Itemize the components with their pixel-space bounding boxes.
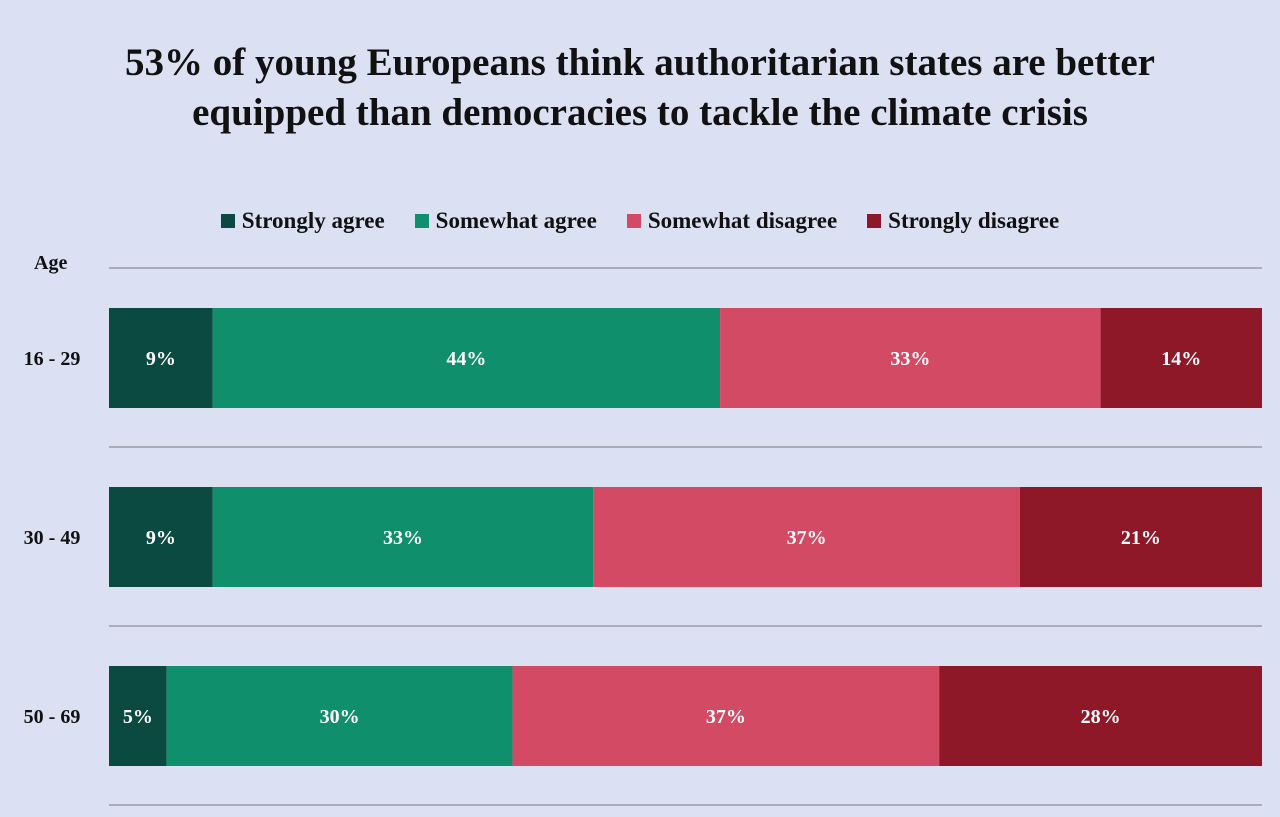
legend-item-somewhat-agree: Somewhat agree — [414, 208, 597, 234]
data-label: 33% — [890, 348, 930, 370]
bar-segment — [512, 666, 940, 766]
data-label: 14% — [1161, 348, 1201, 370]
legend-label: Somewhat disagree — [647, 208, 838, 233]
legend: Strongly agree Somewhat agree Somewhat d… — [0, 208, 1280, 234]
bar-segment — [593, 487, 1020, 587]
legend-swatch — [414, 214, 429, 228]
data-label: 28% — [1081, 706, 1121, 728]
bar-segment — [212, 308, 721, 408]
legend-label: Strongly agree — [241, 208, 385, 233]
data-label: 44% — [446, 348, 486, 370]
chart-title-line-1: 53% of young Europeans think authoritari… — [125, 41, 1155, 84]
bar-segment — [939, 666, 1262, 766]
data-label: 5% — [123, 706, 153, 728]
data-label: 37% — [706, 706, 746, 728]
y-axis-title: Age — [34, 252, 68, 274]
bar-segment — [166, 666, 513, 766]
data-label: 9% — [146, 527, 176, 549]
data-label: 33% — [383, 527, 423, 549]
legend-swatch — [220, 214, 235, 228]
legend-item-somewhat-disagree: Somewhat disagree — [626, 208, 838, 234]
legend-label: Strongly disagree — [888, 208, 1060, 233]
legend-item-strongly-disagree: Strongly disagree — [867, 208, 1059, 234]
legend-label: Somewhat agree — [435, 208, 597, 233]
bar-segment — [109, 308, 213, 408]
category-label: 16 - 29 — [24, 348, 81, 370]
data-label: 9% — [146, 348, 176, 370]
legend-swatch — [867, 214, 882, 228]
legend-item-strongly-agree: Strongly agree — [220, 208, 385, 234]
bar-segment — [1100, 308, 1262, 408]
category-label: 30 - 49 — [24, 527, 81, 549]
chart-title: 53% of young Europeans think authoritari… — [0, 38, 1280, 138]
data-label: 21% — [1121, 527, 1161, 549]
category-label: 50 - 69 — [24, 706, 81, 728]
bar-segment — [109, 487, 213, 587]
data-label: 37% — [787, 527, 827, 549]
legend-swatch — [626, 214, 641, 228]
bar-segment — [1019, 487, 1262, 587]
bar-segment — [720, 308, 1101, 408]
bar-segment — [109, 666, 167, 766]
chart-title-line-2: equipped than democracies to tackle the … — [192, 91, 1088, 134]
data-label: 30% — [320, 706, 360, 728]
bar-segment — [212, 487, 594, 587]
